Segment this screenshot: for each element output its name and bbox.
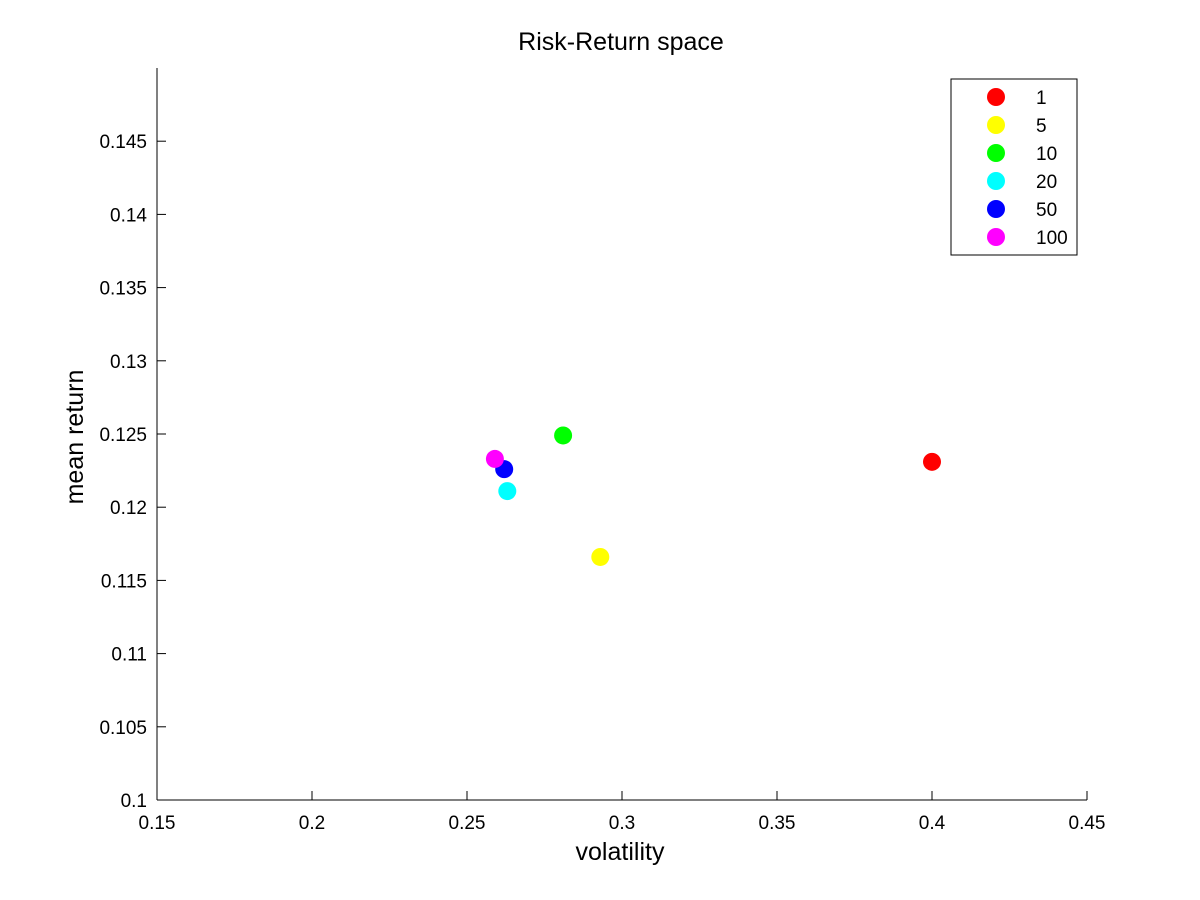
y-axis-label: mean return [61, 370, 89, 505]
legend-box [950, 78, 1078, 256]
y-tick-label: 0.1 [121, 791, 147, 812]
y-tick-label: 0.145 [99, 132, 147, 153]
legend-marker-5 [987, 116, 1005, 134]
x-tick-label: 0.2 [299, 813, 325, 834]
legend-marker-20 [987, 172, 1005, 190]
legend-label-5: 5 [1036, 116, 1047, 137]
data-point-10 [554, 426, 573, 445]
legend-label-20: 20 [1036, 172, 1057, 193]
data-points [485, 426, 941, 566]
legend-marker-10 [987, 144, 1005, 162]
data-point-20 [498, 482, 517, 501]
y-tick-label: 0.115 [101, 571, 147, 592]
x-tick-label: 0.35 [759, 813, 796, 834]
legend-marker-1 [987, 88, 1005, 106]
y-tick-label: 0.12 [110, 498, 147, 519]
x-tick-label: 0.15 [139, 813, 176, 834]
x-axis-label: volatility [576, 838, 665, 866]
x-tick-label: 0.25 [449, 813, 486, 834]
chart-title: Risk-Return space [518, 28, 724, 56]
plot-area [156, 68, 1087, 801]
y-axis-ticks: 0.1 0.105 0.11 0.115 0.12 0.125 0.13 0.135 0.14 0… [99, 132, 166, 812]
data-point-100 [485, 449, 504, 468]
legend-label-50: 50 [1036, 200, 1057, 221]
legend-label-1: 1 [1036, 88, 1047, 109]
x-tick-label: 0.3 [609, 813, 635, 834]
legend-marker-50 [987, 200, 1005, 218]
legend-marker-100 [987, 228, 1005, 246]
data-point-1 [923, 452, 941, 471]
y-tick-label: 0.13 [110, 352, 147, 373]
x-tick-label: 0.45 [1069, 813, 1106, 834]
x-axis-ticks: 0.15 0.2 0.25 0.3 0.35 0.4 0.45 [139, 791, 1106, 834]
legend-label-100: 100 [1036, 228, 1068, 249]
x-tick-label: 0.4 [919, 813, 946, 834]
legend-label-10: 10 [1036, 144, 1057, 165]
y-tick-label: 0.125 [99, 425, 147, 446]
data-point-5 [591, 547, 610, 566]
y-tick-label: 0.105 [99, 718, 147, 739]
y-tick-label: 0.135 [99, 279, 147, 300]
legend: 1 5 10 20 50 100 [950, 78, 1078, 256]
y-tick-label: 0.11 [111, 645, 147, 666]
y-tick-label: 0.14 [110, 205, 147, 226]
